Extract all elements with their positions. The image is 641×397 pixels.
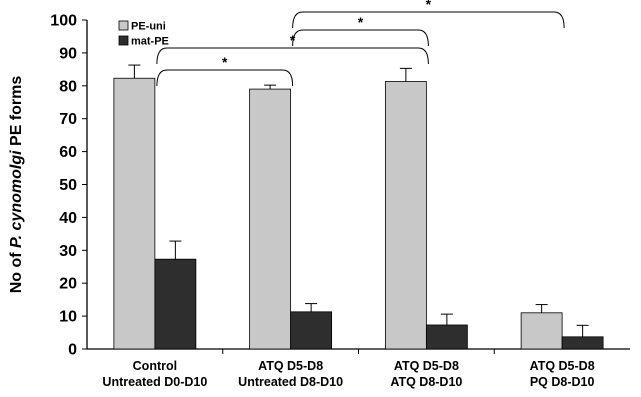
- x-category-label: Control: [133, 359, 177, 373]
- legend-label: mat-PE: [131, 36, 169, 48]
- bars: [113, 77, 604, 350]
- y-axis-label: No of P. cynomolgi PE forms: [8, 76, 25, 294]
- x-category-label: ATQ D5-D8: [258, 359, 323, 373]
- y-tick-label: 70: [59, 111, 77, 128]
- y-tick-label: 10: [59, 309, 77, 326]
- y-tick-label: 60: [59, 144, 77, 161]
- bar-mat-pe: [425, 324, 468, 350]
- significance-brackets: ****: [156, 0, 565, 87]
- x-category-label: Untreated D8-D10: [238, 375, 343, 389]
- significance-star: *: [358, 14, 364, 30]
- significance-bracket: [292, 29, 429, 47]
- error-bars: [128, 64, 589, 337]
- y-tick-label: 50: [59, 177, 77, 194]
- significance-bracket: [292, 11, 565, 29]
- y-ticks: 0 10 20 30 40 50 60 70 80 90 100: [50, 13, 87, 359]
- bar-mat-pe: [290, 311, 333, 350]
- x-category-label: ATQ D5-D8: [394, 359, 459, 373]
- x-category-label: ATQ D5-D8: [530, 359, 595, 373]
- x-category-labels: Control Untreated D0-D10 ATQ D5-D8 Untreate…: [102, 359, 594, 389]
- legend-swatch: [118, 35, 129, 46]
- y-tick-label: 40: [59, 210, 77, 227]
- significance-star: *: [426, 0, 432, 12]
- y-tick-label: 80: [59, 78, 77, 95]
- bar-mat-pe: [561, 336, 604, 350]
- y-axis-title: No of P. cynomolgi PE forms: [8, 76, 25, 294]
- legend: PE-uni mat-PE: [118, 20, 169, 48]
- significance-star: *: [222, 54, 228, 70]
- y-tick-label: 20: [59, 276, 77, 293]
- legend-swatch: [118, 20, 129, 31]
- y-tick-label: 100: [50, 13, 77, 30]
- y-axis-title-part: P. cynomolgi: [8, 150, 25, 248]
- x-category-label: ATQ D8-D10: [390, 375, 462, 389]
- y-tick-label: 0: [68, 342, 77, 359]
- bar-pe-uni: [520, 312, 563, 350]
- bar-mat-pe: [154, 258, 197, 350]
- y-axis-title-part: No of: [8, 248, 25, 293]
- y-axis-title-part: PE forms: [8, 76, 25, 151]
- legend-label: PE-uni: [131, 21, 166, 33]
- y-tick-label: 90: [59, 45, 77, 62]
- bar-pe-uni: [249, 88, 292, 350]
- bar-pe-uni: [113, 77, 156, 350]
- significance-bracket: [156, 47, 429, 65]
- x-category-label: Untreated D0-D10: [102, 375, 207, 389]
- significance-bracket: [156, 69, 294, 87]
- x-category-label: PQ D8-D10: [530, 375, 595, 389]
- bar-pe-uni: [384, 81, 427, 350]
- y-tick-label: 30: [59, 243, 77, 260]
